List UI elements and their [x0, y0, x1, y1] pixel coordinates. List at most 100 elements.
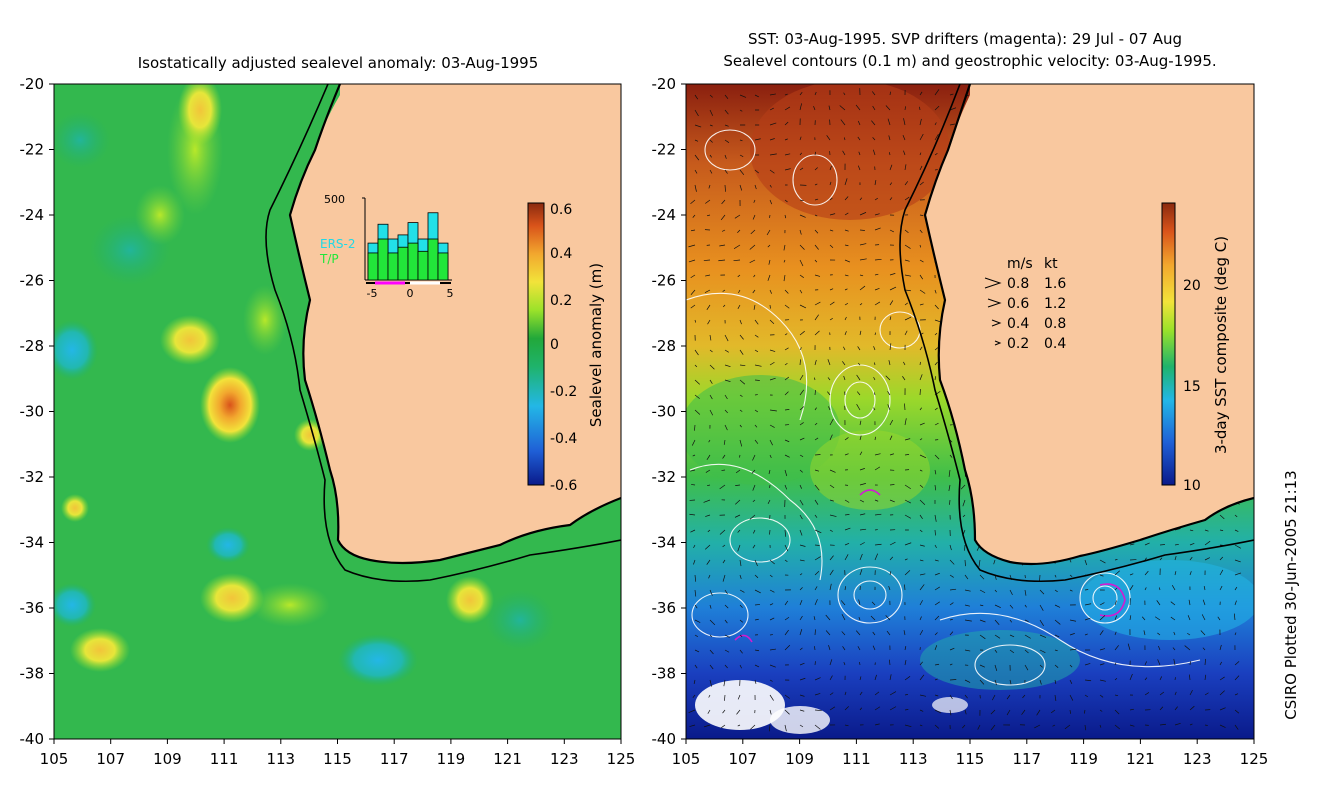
velocity-arrow	[1144, 677, 1148, 681]
left-ytick-label: -26	[20, 272, 45, 290]
velocity-arrow	[769, 153, 777, 156]
right-cb-tick-0: 20	[1183, 278, 1201, 294]
velocity-arrow	[1219, 585, 1223, 591]
contour-11	[974, 644, 1046, 686]
velocity-arrow	[844, 437, 849, 441]
velocity-arrow	[1099, 615, 1106, 621]
velocity-arrow	[1219, 661, 1222, 666]
velocity-arrow	[859, 420, 862, 426]
left-axes: -20 -22 -24 -26 -28 -30 -32 -34 -36 -38 -40 105 107 1…	[20, 75, 636, 768]
velocity-arrow	[769, 559, 775, 565]
velocity-arrow	[784, 454, 790, 458]
velocity-arrow	[825, 630, 831, 636]
velocity-arrow	[874, 197, 878, 201]
velocity-arrow	[1127, 643, 1131, 651]
inset-bar-tp	[397, 246, 409, 281]
velocity-arrow	[859, 569, 863, 576]
right-ytick-label: -24	[652, 206, 677, 224]
velocity-arrow	[719, 484, 726, 490]
velocity-arrow	[904, 302, 908, 306]
anomaly-lime-2	[243, 285, 287, 355]
velocity-arrow	[799, 244, 805, 250]
velocity-arrow	[934, 678, 938, 681]
velocity-arrow	[784, 439, 790, 443]
velocity-arrow	[904, 403, 906, 411]
velocity-arrow	[1189, 543, 1195, 546]
velocity-arrow	[707, 529, 711, 533]
left-xtick-label: 125	[607, 750, 636, 768]
velocity-arrow	[739, 559, 742, 567]
velocity-arrow	[844, 212, 849, 216]
velocity-arrow	[692, 694, 696, 698]
velocity-arrow	[799, 437, 805, 441]
velocity-arrow	[949, 454, 953, 458]
velocity-arrow	[826, 135, 831, 141]
velocity-arrow	[709, 169, 713, 174]
inset-legend-ers: ERS-2	[320, 237, 356, 251]
velocity-arrow	[814, 484, 820, 491]
velocity-arrow	[783, 259, 786, 263]
velocity-arrow	[707, 709, 711, 714]
velocity-arrow	[874, 674, 877, 681]
velocity-arrow	[694, 649, 700, 653]
velocity-arrow	[904, 484, 911, 490]
velocity-arrow	[904, 181, 909, 186]
velocity-arrow	[1114, 587, 1118, 591]
velocity-arrow	[769, 289, 772, 294]
velocity-arrow	[709, 664, 714, 670]
left-cb-tick-6: -0.6	[550, 478, 577, 494]
sst-green-patch-2	[810, 430, 930, 510]
velocity-arrow	[964, 619, 972, 622]
velocity-arrow	[784, 304, 790, 309]
velocity-arrow	[844, 259, 851, 263]
velocity-arrow	[919, 118, 922, 126]
velocity-arrow	[754, 604, 761, 606]
velocity-arrow	[1099, 663, 1105, 666]
velocity-arrow	[724, 409, 728, 414]
velocity-arrow	[1144, 542, 1150, 546]
velocity-arrow	[919, 152, 922, 156]
velocity-arrow	[739, 589, 745, 593]
velocity-arrow	[737, 724, 741, 727]
velocity-arrow	[799, 677, 806, 681]
velocity-arrow	[919, 274, 924, 280]
velocity-legend-ms-1: 0.6	[1007, 296, 1029, 312]
velocity-arrow	[934, 544, 937, 549]
velocity-arrow	[829, 317, 833, 321]
velocity-arrow	[977, 724, 981, 730]
velocity-arrow	[784, 529, 787, 537]
velocity-arrow	[752, 499, 756, 503]
velocity-arrow	[814, 437, 819, 441]
velocity-arrow	[919, 422, 925, 426]
velocity-arrow	[1009, 634, 1015, 638]
velocity-arrow	[889, 541, 896, 546]
velocity-arrow	[694, 409, 701, 415]
velocity-arrow	[871, 601, 876, 606]
velocity-arrow	[902, 134, 906, 141]
velocity-arrow	[814, 91, 817, 96]
velocity-arrow	[903, 150, 906, 156]
velocity-legend-header-kt: kt	[1044, 256, 1058, 272]
right-xtick-label: 121	[1126, 750, 1155, 768]
velocity-arrow	[814, 693, 821, 696]
velocity-arrow	[904, 454, 910, 456]
velocity-arrow	[814, 214, 818, 217]
velocity-arrow	[752, 454, 756, 461]
velocity-arrow	[889, 273, 896, 276]
velocity-arrow	[784, 644, 791, 651]
velocity-arrow	[844, 691, 847, 696]
anomaly-cyan-4	[206, 527, 250, 563]
velocity-arrow	[903, 361, 906, 366]
velocity-arrow	[694, 124, 702, 128]
velocity-arrow	[904, 316, 912, 321]
velocity-arrow	[706, 304, 711, 310]
velocity-arrow	[934, 89, 940, 96]
velocity-arrow	[919, 346, 923, 351]
velocity-arrow	[814, 570, 820, 576]
velocity-arrow	[919, 454, 927, 459]
velocity-arrow	[1064, 724, 1071, 730]
sst-cloud-3	[932, 697, 968, 713]
velocity-arrow	[694, 319, 697, 323]
velocity-arrow	[1189, 556, 1193, 561]
velocity-arrow	[694, 184, 697, 192]
